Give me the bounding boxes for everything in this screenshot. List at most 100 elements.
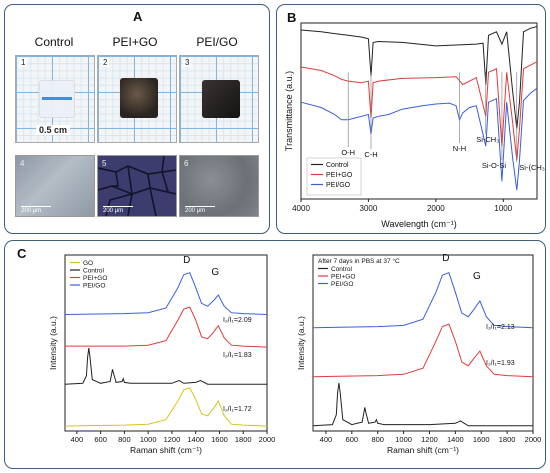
x-tick-label: 1400 bbox=[447, 435, 464, 444]
x-tick-label: 1600 bbox=[473, 435, 490, 444]
peak-label: D bbox=[442, 253, 449, 264]
annotation-label: Si-CH₃ bbox=[476, 135, 499, 144]
series-line-control bbox=[64, 347, 267, 385]
x-tick-label: 1000 bbox=[140, 435, 157, 444]
photo-title-control: Control bbox=[34, 35, 74, 49]
x-tick-label: 1000 bbox=[395, 435, 412, 444]
x-tick-label: 2000 bbox=[259, 435, 275, 444]
photo-number: 3 bbox=[183, 58, 192, 67]
x-tick-label: 800 bbox=[371, 435, 384, 444]
micrograph-pei-plus-go: 5 200 μm bbox=[97, 155, 177, 217]
crack-pattern bbox=[98, 156, 176, 216]
peak-label: D bbox=[183, 255, 190, 266]
annotation-label: Si-O-Si bbox=[482, 161, 507, 170]
ftir-chart: O-H C-H N-H Si-CH₃ Si-O-Si Si-(CH₃)₂ 4000 3000 2… bbox=[284, 22, 545, 229]
pei-slash-go-sample bbox=[202, 80, 240, 118]
x-tick-label: 1600 bbox=[211, 435, 228, 444]
panel-c-label: C bbox=[17, 246, 27, 261]
intensity-ratio-label: I₂/I₁=1.93 bbox=[486, 360, 515, 367]
plot-frame bbox=[312, 254, 534, 432]
panel-b: B O-H C-H N-H Si-CH₃ Si-O-Si Si-(CH₃)₂ 4000 300… bbox=[276, 4, 546, 234]
x-tick-label: 3000 bbox=[360, 204, 378, 213]
photo-pei-plus-go: 2 bbox=[97, 55, 177, 143]
series-line-peigo bbox=[64, 272, 268, 315]
scale-bar bbox=[103, 205, 133, 207]
annotation-label: Si-(CH₃)₂ bbox=[519, 163, 545, 172]
panel-c: C D G I₂/I₁=2.09 I₂/I₁=1.83 I₂/I₁=1.72 400 600… bbox=[4, 240, 546, 469]
x-axis-label: Raman shift (cm⁻¹) bbox=[130, 445, 202, 455]
x-tick-label: 4000 bbox=[292, 204, 310, 213]
intensity-ratio-label: I₂/I₁=2.09 bbox=[223, 317, 252, 324]
y-axis-label: Transmittance (a.u.) bbox=[284, 71, 294, 151]
annotation-label: C-H bbox=[364, 150, 377, 159]
x-tick-label: 1800 bbox=[499, 435, 516, 444]
x-tick-label: 1800 bbox=[235, 435, 252, 444]
series-line-control bbox=[312, 382, 533, 427]
photo-control: 1 0.5 cm bbox=[15, 55, 95, 143]
control-sample bbox=[39, 80, 75, 118]
photo-title-pei-slash-go: PEI/GO bbox=[196, 35, 238, 49]
micrograph-pei-slash-go: 6 200 μm bbox=[179, 155, 259, 217]
legend-entry: Control bbox=[326, 162, 349, 169]
intensity-ratio-label: I₂/I₁=1.72 bbox=[223, 406, 252, 413]
scale-bar bbox=[185, 205, 215, 207]
legend-entry: GO bbox=[83, 260, 93, 267]
plot-frame bbox=[64, 254, 268, 432]
scale-bar-label: 200 μm bbox=[21, 208, 42, 214]
plot-frame bbox=[300, 22, 538, 200]
series-line-peigo bbox=[65, 306, 268, 348]
photo-title-pei-plus-go: PEI+GO bbox=[112, 35, 158, 49]
x-axis-label: Wavelength (cm⁻¹) bbox=[381, 219, 456, 229]
annotation-label: O-H bbox=[341, 148, 355, 157]
peak-label: G bbox=[473, 271, 481, 282]
intensity-ratio-label: I₂/I₁=2.13 bbox=[486, 324, 515, 331]
intensity-ratio-label: I₂/I₁=1.83 bbox=[223, 352, 252, 359]
x-tick-label: 1200 bbox=[421, 435, 438, 444]
legend-entry: PEI+GO bbox=[331, 274, 355, 281]
x-tick-label: 800 bbox=[118, 435, 131, 444]
x-tick-label: 1200 bbox=[164, 435, 181, 444]
peak-label: G bbox=[211, 267, 219, 278]
micrograph-control: 4 200 μm bbox=[15, 155, 95, 217]
panel-b-label: B bbox=[287, 10, 297, 25]
x-tick-label: 2000 bbox=[427, 204, 445, 213]
annotation-label: N-H bbox=[453, 144, 466, 153]
x-tick-label: 400 bbox=[71, 435, 84, 444]
series-line-peigo bbox=[312, 323, 534, 378]
legend-entry: Control bbox=[83, 268, 105, 275]
series-line-go bbox=[64, 387, 268, 427]
series-line-peigo bbox=[300, 61, 538, 161]
x-tick-label: 600 bbox=[346, 435, 359, 444]
series-line-peigo bbox=[300, 87, 538, 191]
control-sample-stripe bbox=[42, 97, 72, 100]
raman-chart-right: D G I₂/I₁=2.13 I₂/I₁=1.93 400 600 800 1000 1200 1… bbox=[296, 253, 542, 455]
micrograph-number: 4 bbox=[20, 159, 25, 168]
panel-a-label: A bbox=[133, 9, 143, 24]
scale-bar-label: 200 μm bbox=[103, 208, 124, 214]
legend-entry: PEI+GO bbox=[326, 172, 353, 179]
photo-number: 1 bbox=[19, 58, 28, 67]
x-tick-label: 1000 bbox=[494, 204, 512, 213]
legend-entry: PEI/GO bbox=[331, 281, 353, 288]
legend-entry: PEI/GO bbox=[326, 182, 351, 189]
y-axis-label: Intensity (a.u.) bbox=[296, 316, 306, 370]
y-axis-label: Intensity (a.u.) bbox=[48, 316, 58, 370]
photo-number: 2 bbox=[101, 58, 110, 67]
raman-chart-left: D G I₂/I₁=2.09 I₂/I₁=1.83 I₂/I₁=1.72 400 600 80… bbox=[48, 254, 275, 455]
legend-entry: PEI+GO bbox=[83, 275, 107, 282]
scale-bar bbox=[21, 205, 51, 207]
x-tick-label: 400 bbox=[320, 435, 333, 444]
micrograph-number: 5 bbox=[102, 159, 107, 168]
legend-entry: Control bbox=[331, 266, 353, 273]
x-tick-label: 600 bbox=[94, 435, 107, 444]
chart-title: After 7 days in PBS at 37 °C bbox=[318, 257, 400, 265]
legend-entry: PEI/GO bbox=[83, 283, 105, 290]
photo-pei-slash-go: 3 bbox=[179, 55, 259, 143]
x-axis-label: Raman shift (cm⁻¹) bbox=[387, 445, 459, 455]
scale-bar-label: 200 μm bbox=[185, 208, 206, 214]
micrograph-number: 6 bbox=[184, 159, 189, 168]
panel-a: A Control PEI+GO PEI/GO 1 0.5 cm 2 3 4 2… bbox=[4, 4, 270, 234]
x-tick-label: 2000 bbox=[525, 435, 542, 444]
scale-label: 0.5 cm bbox=[36, 125, 71, 135]
series-line-peigo bbox=[312, 272, 534, 329]
